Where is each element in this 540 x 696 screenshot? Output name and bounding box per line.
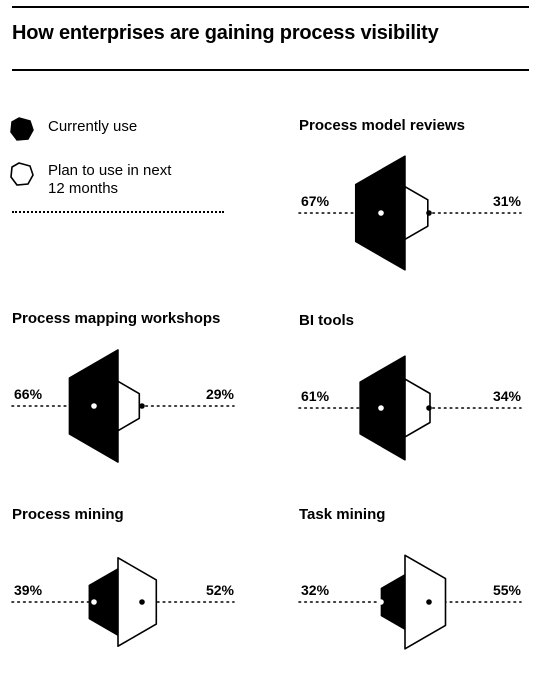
chart-svg: 61% 34% xyxy=(298,355,522,461)
filled-hexagon-icon xyxy=(10,117,34,141)
currently-use-value-label: 67% xyxy=(301,193,330,209)
legend-plan-label: Plan to use in next 12 months xyxy=(48,162,171,198)
plan-to-use-value-label: 34% xyxy=(493,388,522,404)
plan-to-use-shape xyxy=(404,185,429,241)
chart-title: Task mining xyxy=(299,506,386,523)
chart-process-mapping-workshops: Process mapping workshops 66% 29% xyxy=(11,310,252,500)
chart-process-model-reviews: Process model reviews 67% 31% xyxy=(298,117,539,307)
legend-dotted-divider xyxy=(12,211,224,213)
currently-use-shape xyxy=(380,574,406,630)
legend-plan-label-line1: Plan to use in next xyxy=(48,162,172,179)
plan-to-use-dot xyxy=(139,403,145,409)
plan-to-use-value-label: 55% xyxy=(493,582,522,598)
currently-use-value-label: 39% xyxy=(14,582,43,598)
chart-svg: 67% 31% xyxy=(298,155,522,271)
chart-title: Process mapping workshops xyxy=(12,310,221,327)
currently-use-dot xyxy=(378,599,384,605)
plan-to-use-shape xyxy=(117,556,158,647)
chart-title: Process model reviews xyxy=(299,117,465,134)
page-title: How enterprises are gaining process visi… xyxy=(12,22,439,44)
plan-to-use-value-label: 52% xyxy=(206,582,235,598)
currently-use-dot xyxy=(378,210,384,216)
chart-title: BI tools xyxy=(299,312,354,329)
outline-hexagon-icon xyxy=(10,162,34,186)
currently-use-dot xyxy=(91,403,97,409)
chart-bi-tools: BI tools 61% 34% xyxy=(298,312,539,502)
currently-use-dot xyxy=(91,599,97,605)
chart-svg: 66% 29% xyxy=(11,349,235,463)
legend-plan-label-line2: 12 months xyxy=(48,180,119,197)
plan-to-use-dot xyxy=(426,405,432,411)
top-rule xyxy=(12,6,529,8)
chart-process-mining: Process mining 39% 52% xyxy=(11,506,252,696)
chart-task-mining: Task mining 32% 55% xyxy=(298,506,539,696)
title-rule xyxy=(12,69,529,71)
chart-svg: 39% 52% xyxy=(11,556,235,647)
plan-to-use-dot xyxy=(139,599,145,605)
plan-to-use-dot xyxy=(426,599,432,605)
legend-current-label: Currently use xyxy=(48,118,138,135)
currently-use-dot xyxy=(378,405,384,411)
plan-to-use-shape xyxy=(404,554,447,650)
plan-to-use-value-label: 31% xyxy=(493,193,522,209)
currently-use-value-label: 61% xyxy=(301,388,330,404)
plan-to-use-dot xyxy=(426,210,432,216)
chart-svg: 32% 55% xyxy=(298,554,522,650)
plan-to-use-value-label: 29% xyxy=(206,386,235,402)
currently-use-value-label: 66% xyxy=(14,386,43,402)
plan-to-use-shape xyxy=(117,380,141,432)
currently-use-value-label: 32% xyxy=(301,582,330,598)
chart-title: Process mining xyxy=(12,506,124,523)
